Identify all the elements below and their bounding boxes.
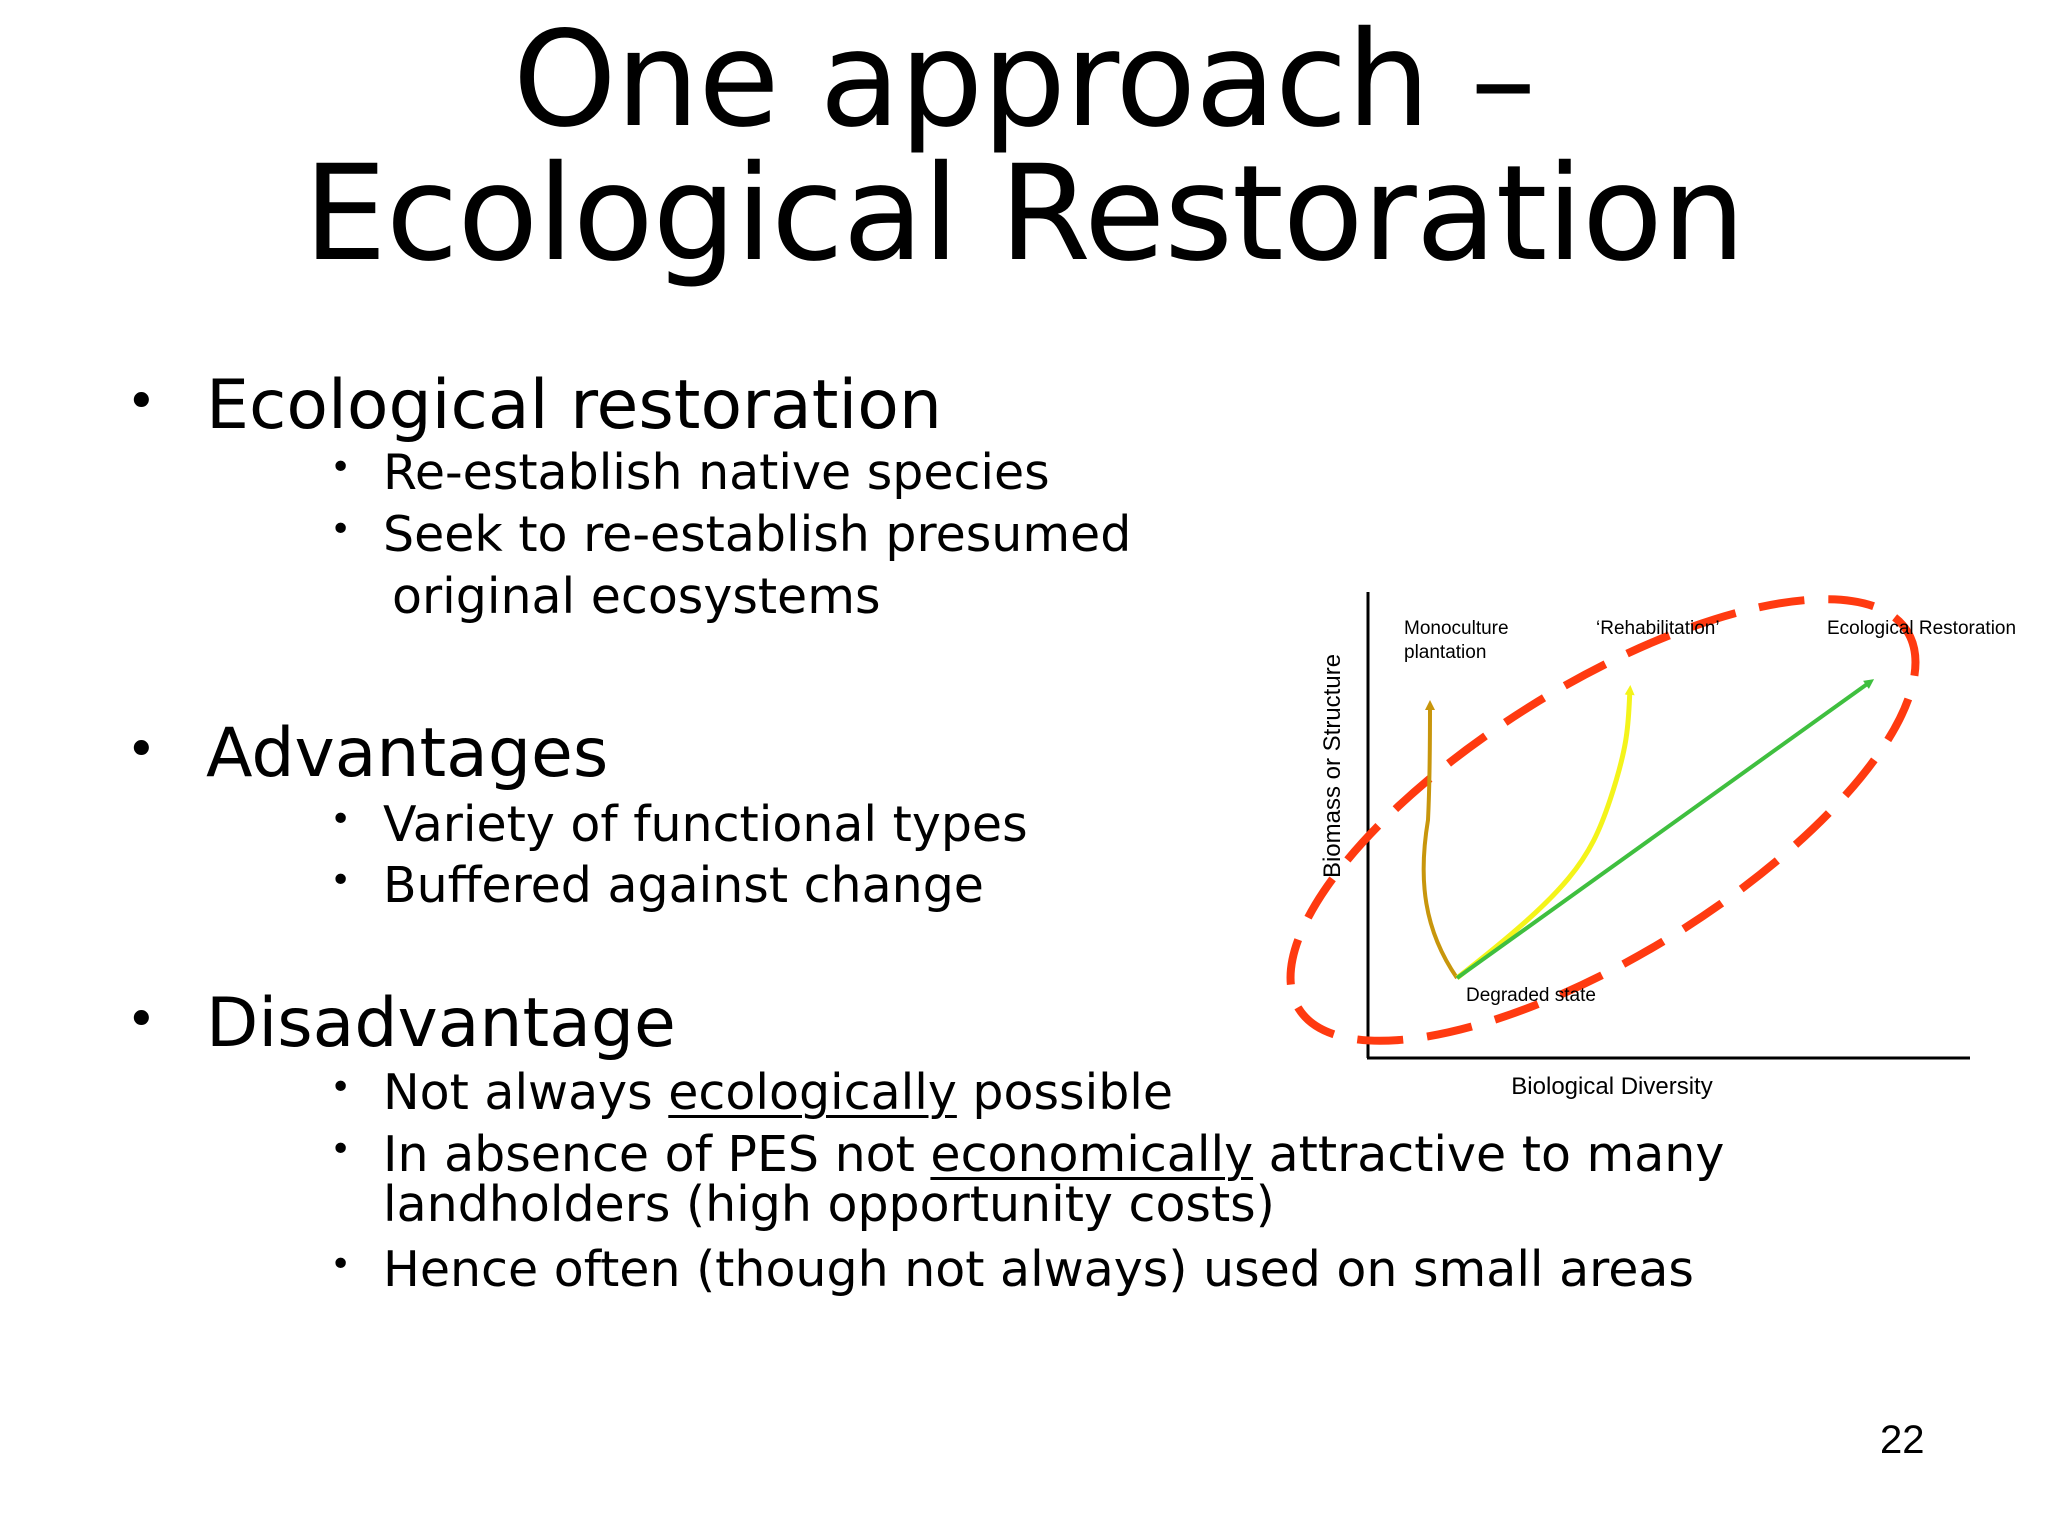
bullet-dot: • [330, 447, 352, 488]
sub-bullet-continuation: original ecosystems [392, 568, 881, 625]
ecological-restoration-ellipse [1286, 595, 1920, 1045]
label-monoculture-line1: Monoculture [1404, 618, 1509, 639]
bullet-heading: Ecological restoration [206, 366, 942, 445]
bullet-heading: Advantages [206, 714, 609, 793]
bullet-dot: • [330, 860, 352, 901]
bullet-dot: • [330, 1129, 352, 1170]
bullet-dot: • [330, 509, 352, 550]
bullet-dot: • [330, 1067, 352, 1108]
emphasis-economically: economically [930, 1126, 1254, 1183]
x-axis-label: Biological Diversity [1511, 1073, 1712, 1100]
slide-title-line2: Ecological Restoration [303, 137, 1745, 291]
bullet-dot: • [126, 720, 157, 780]
sub-bullet-continuation: landholders (high opportunity costs) [383, 1176, 1275, 1233]
y-axis-label: Biomass or Structure [1319, 654, 1346, 878]
slide-title-line1: One approach – [512, 3, 1536, 157]
ecological-restoration-pathway [1455, 679, 1875, 980]
label-ecological-restoration: Ecological Restoration [1827, 618, 2016, 639]
label-rehabilitation: ‘Rehabilitation’ [1596, 618, 1720, 639]
bullet-dot: • [330, 799, 352, 840]
bullet-dot: • [126, 372, 157, 432]
bullet-dot: • [330, 1244, 352, 1285]
label-monoculture-line2: plantation [1404, 642, 1486, 663]
emphasis-ecologically: ecologically [668, 1064, 957, 1121]
slide-number: 22 [1880, 1418, 1925, 1462]
rehabilitation-pathway [1455, 685, 1635, 980]
bullet-dot: • [126, 990, 157, 1050]
label-degraded-state: Degraded state [1466, 985, 1596, 1006]
bullet-heading: Disadvantage [206, 984, 676, 1063]
monoculture-pathway [1421, 700, 1459, 980]
